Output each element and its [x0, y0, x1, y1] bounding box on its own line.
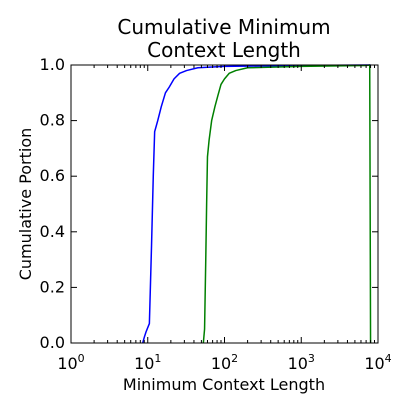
y-tick-label: 0.4	[40, 222, 65, 241]
y-tick-label: 1.0	[40, 55, 65, 74]
y-tick-label: 0.0	[40, 333, 65, 352]
series-lines	[141, 64, 372, 344]
x-tick-label: 100	[57, 352, 84, 373]
x-tick-label: 101	[134, 352, 161, 373]
y-tick-label: 0.8	[40, 111, 65, 130]
axis-ticks	[70, 64, 379, 344]
series-line-1	[141, 64, 371, 344]
plot-frame	[70, 64, 379, 344]
x-tick-labels: 100 101 102 103 104	[57, 352, 391, 373]
y-tick-labels: 0.0 0.2 0.4 0.6 0.8 1.0	[40, 55, 65, 352]
x-tick-label: 102	[211, 352, 238, 373]
x-tick-label: 103	[288, 352, 315, 373]
y-tick-label: 0.2	[40, 277, 65, 296]
y-tick-label: 0.6	[40, 166, 65, 185]
chart-title-line-2: Context Length	[147, 38, 301, 62]
y-axis-label: Cumulative Portion	[16, 128, 35, 281]
chart-title-line-1: Cumulative Minimum	[117, 15, 330, 39]
x-tick-label: 104	[364, 352, 391, 373]
series-line-2	[202, 64, 372, 344]
x-axis-label: Minimum Context Length	[123, 375, 325, 394]
